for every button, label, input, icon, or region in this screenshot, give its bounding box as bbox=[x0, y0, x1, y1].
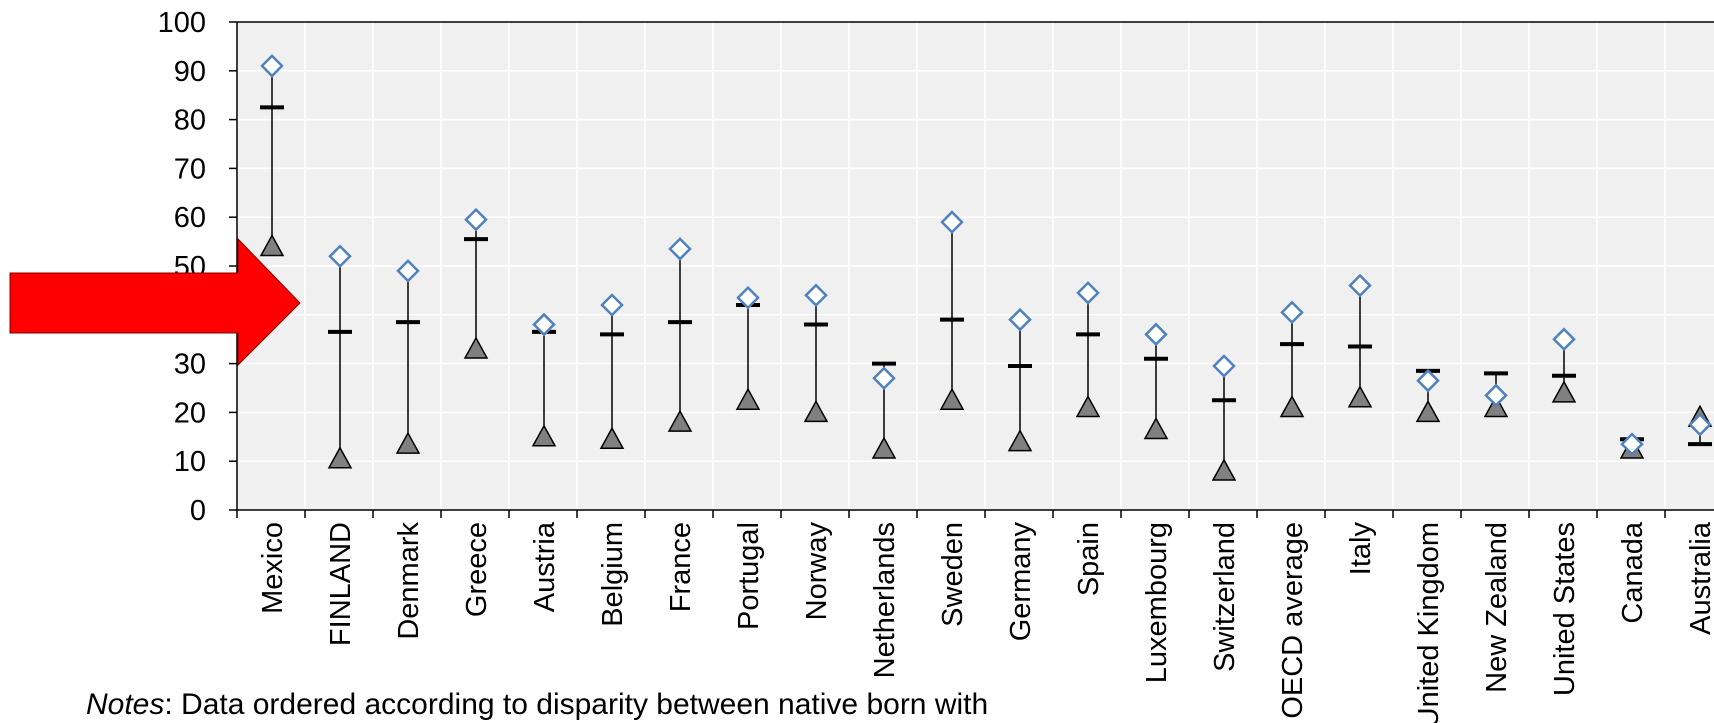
x-tick-label-sweden: Sweden bbox=[937, 522, 969, 627]
triangle-marker bbox=[599, 426, 625, 449]
triangle-marker bbox=[1075, 394, 1101, 418]
y-tick-label: 10 bbox=[174, 446, 206, 478]
x-tick-label-netherlands: Netherlands bbox=[869, 522, 901, 678]
triangle-marker bbox=[1415, 399, 1441, 423]
x-tick-label-norway: Norway bbox=[801, 522, 833, 621]
diamond-marker bbox=[668, 237, 692, 261]
triangle-marker bbox=[395, 431, 421, 454]
diamond-marker bbox=[328, 244, 352, 269]
x-tick-label-united-kingdom: United Kingdom bbox=[1413, 522, 1445, 723]
triangle-marker bbox=[803, 399, 829, 423]
triangle-marker bbox=[667, 409, 693, 432]
diamond-marker bbox=[804, 283, 828, 308]
red-arrow-icon bbox=[9, 237, 301, 367]
x-tick-label-france: France bbox=[665, 522, 697, 612]
x-tick-labels: Mexico FINLAND Denmark Greece Austria Belgium… bbox=[257, 521, 1714, 723]
x-tick-label-canada: Canada bbox=[1617, 521, 1649, 623]
data-marks bbox=[259, 54, 1713, 481]
diamond-marker bbox=[940, 210, 964, 234]
diamond-marker bbox=[1280, 300, 1304, 325]
diamond-marker bbox=[1620, 432, 1644, 456]
diamond-marker bbox=[1416, 368, 1440, 393]
axes bbox=[229, 21, 1714, 518]
x-tick-label-australia: Australia bbox=[1685, 521, 1714, 635]
y-tick-label: 60 bbox=[174, 202, 206, 234]
triangle-marker bbox=[327, 446, 353, 469]
diamond-marker bbox=[464, 207, 488, 232]
triangle-marker bbox=[1143, 416, 1169, 440]
diamond-marker bbox=[260, 54, 284, 78]
diamond-marker bbox=[872, 366, 896, 391]
diamond-marker bbox=[1484, 383, 1508, 408]
triangle-marker bbox=[1007, 429, 1033, 452]
x-tick-label-switzerland: Switzerland bbox=[1209, 522, 1241, 672]
triangle-marker bbox=[531, 424, 557, 447]
x-tick-label-belgium: Belgium bbox=[597, 522, 629, 627]
diamond-marker bbox=[1008, 307, 1032, 332]
diamond-marker bbox=[532, 312, 556, 337]
y-tick-label: 90 bbox=[174, 56, 206, 88]
notes-label: Notes bbox=[86, 688, 165, 721]
x-tick-label-mexico: Mexico bbox=[257, 522, 289, 614]
diamond-marker bbox=[1688, 412, 1712, 437]
triangle-marker bbox=[1279, 394, 1305, 418]
diamond-marker bbox=[736, 285, 760, 310]
notes: Notes: Data ordered according to dispari… bbox=[86, 688, 988, 722]
x-tick-label-oecd-average: OECD average bbox=[1277, 522, 1309, 719]
triangle-marker bbox=[871, 436, 897, 459]
y-tick-labels: 0102030405060708090100 bbox=[158, 7, 206, 527]
x-tick-label-germany: Germany bbox=[1005, 522, 1037, 642]
diamond-marker bbox=[600, 293, 624, 317]
y-tick-label: 0 bbox=[190, 495, 206, 527]
x-tick-label-portugal: Portugal bbox=[733, 522, 765, 630]
x-tick-label-denmark: Denmark bbox=[393, 522, 425, 640]
notes-text: : Data ordered according to disparity be… bbox=[164, 688, 989, 721]
x-tick-label-austria: Austria bbox=[529, 521, 561, 612]
x-tick-label-finland: FINLAND bbox=[325, 522, 357, 646]
grid bbox=[237, 22, 1714, 510]
diamond-marker bbox=[396, 259, 420, 283]
y-tick-label: 20 bbox=[174, 397, 206, 429]
triangle-marker bbox=[463, 336, 489, 359]
triangle-marker bbox=[259, 233, 285, 257]
diamond-marker bbox=[1348, 273, 1372, 298]
diamond-marker bbox=[1212, 354, 1236, 378]
triangle-marker bbox=[1211, 458, 1237, 481]
y-tick-label: 100 bbox=[158, 7, 206, 39]
triangle-marker bbox=[939, 387, 965, 410]
triangle-marker bbox=[735, 387, 761, 410]
x-tick-label-new-zealand: New Zealand bbox=[1481, 522, 1513, 693]
triangle-marker bbox=[1347, 385, 1373, 408]
diamond-marker bbox=[1144, 322, 1168, 347]
diamond-marker bbox=[1076, 281, 1100, 305]
y-tick-label: 70 bbox=[174, 153, 206, 185]
y-tick-label: 80 bbox=[174, 105, 206, 137]
x-tick-label-italy: Italy bbox=[1345, 522, 1377, 576]
triangle-marker bbox=[1551, 380, 1577, 403]
y-tick-label: 30 bbox=[174, 349, 206, 381]
diamond-marker bbox=[1552, 327, 1576, 351]
x-tick-label-united-states: United States bbox=[1549, 522, 1581, 696]
x-tick-label-luxembourg: Luxembourg bbox=[1141, 522, 1173, 683]
x-tick-label-spain: Spain bbox=[1073, 522, 1105, 596]
x-tick-label-greece: Greece bbox=[461, 522, 493, 617]
